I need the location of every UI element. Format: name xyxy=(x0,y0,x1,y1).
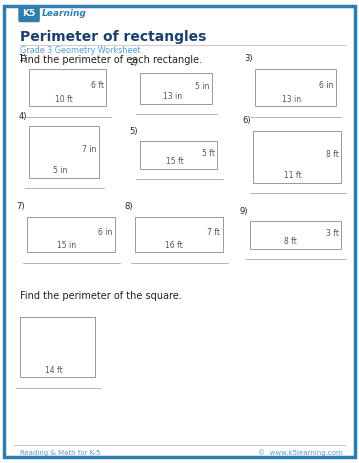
Text: 3 ft: 3 ft xyxy=(326,229,339,238)
FancyBboxPatch shape xyxy=(18,6,40,22)
Text: 5 in: 5 in xyxy=(53,167,67,175)
Bar xyxy=(29,69,106,106)
Text: 5 ft: 5 ft xyxy=(202,149,215,158)
Text: Learning: Learning xyxy=(42,9,87,19)
Text: 14 ft: 14 ft xyxy=(45,366,62,375)
Text: 6): 6) xyxy=(243,117,251,125)
Text: 3): 3) xyxy=(244,54,253,63)
Bar xyxy=(135,217,223,252)
Text: 5 in: 5 in xyxy=(195,82,210,91)
Bar xyxy=(250,221,341,249)
Text: 15 ft: 15 ft xyxy=(166,157,183,166)
Bar xyxy=(27,217,115,252)
Bar xyxy=(253,131,341,183)
Text: 1): 1) xyxy=(18,54,27,63)
Text: 5): 5) xyxy=(130,127,138,136)
Text: 2): 2) xyxy=(130,58,138,67)
Text: 11 ft: 11 ft xyxy=(284,171,302,180)
Text: 4): 4) xyxy=(18,112,27,121)
Text: Reading & Math for K-5: Reading & Math for K-5 xyxy=(20,450,100,456)
Text: 10 ft: 10 ft xyxy=(55,95,72,104)
Text: 7 in: 7 in xyxy=(82,145,97,154)
Bar xyxy=(140,141,217,169)
Text: 13 in: 13 in xyxy=(282,95,301,104)
Text: Grade 3 Geometry Worksheet: Grade 3 Geometry Worksheet xyxy=(20,46,140,56)
Bar xyxy=(255,69,336,106)
Text: 6 in: 6 in xyxy=(98,228,113,237)
Bar xyxy=(29,126,99,178)
Text: Find the perimeter of the square.: Find the perimeter of the square. xyxy=(20,291,182,301)
Text: 7 ft: 7 ft xyxy=(208,228,220,237)
Text: 16 ft: 16 ft xyxy=(165,241,183,250)
Bar xyxy=(20,317,95,377)
Text: 8 ft: 8 ft xyxy=(284,238,297,246)
Text: ©  www.k5learning.com: © www.k5learning.com xyxy=(258,450,343,456)
Text: 7): 7) xyxy=(17,202,25,211)
Text: 8 ft: 8 ft xyxy=(326,150,339,159)
Bar xyxy=(140,73,212,104)
Text: Find the perimeter of each rectangle.: Find the perimeter of each rectangle. xyxy=(20,55,202,65)
Text: 6 in: 6 in xyxy=(319,81,334,90)
Text: 8): 8) xyxy=(124,202,133,211)
Text: K5: K5 xyxy=(23,9,36,19)
Text: 6 ft: 6 ft xyxy=(91,81,104,90)
Text: 15 in: 15 in xyxy=(57,241,76,250)
Text: Perimeter of rectangles: Perimeter of rectangles xyxy=(20,30,206,44)
Text: 13 in: 13 in xyxy=(163,93,182,101)
Text: 9): 9) xyxy=(239,207,248,216)
